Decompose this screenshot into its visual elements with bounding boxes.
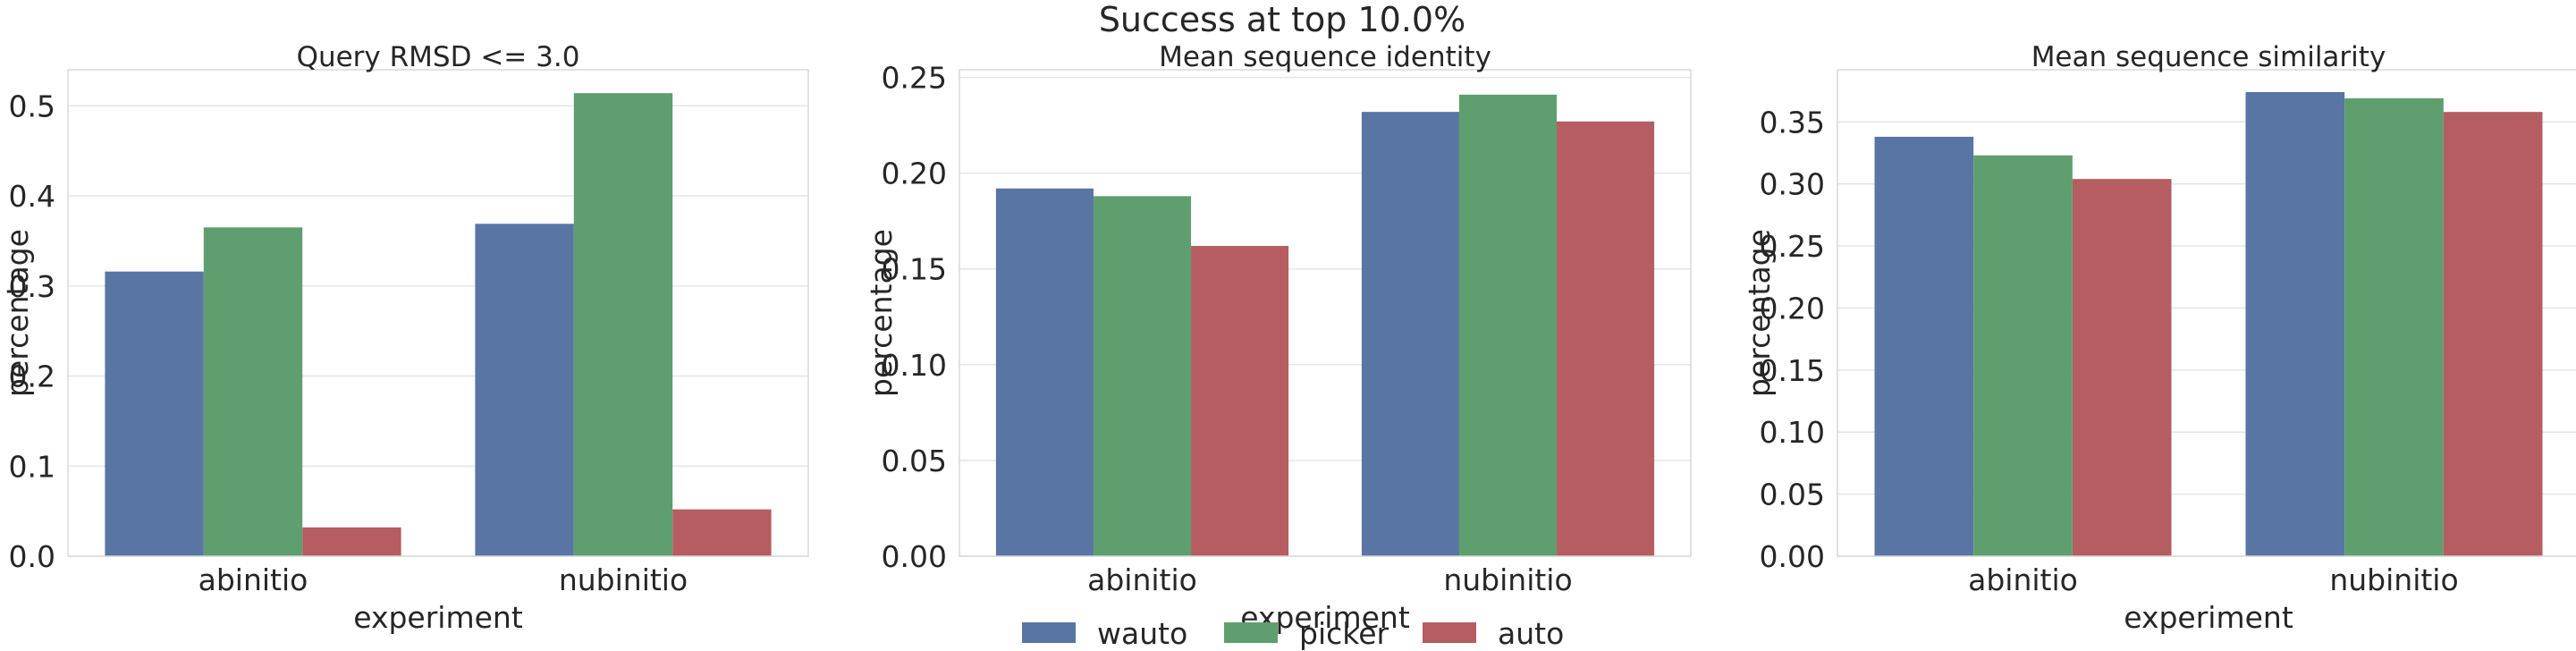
y-tick-label: 0.10 [1760,415,1825,450]
chart-panel-1: 0.0 0.1 0.2 0.3 0.4 0.5 abinitio nubinitio Query… [0,41,809,635]
y-tick-label: 0.10 [882,348,947,383]
y-tick-label: 0.3 [9,269,55,304]
chart-panel-2: 0.00 0.05 0.10 0.15 0.20 0.25 abinitio nubiniti… [864,41,1692,635]
legend-swatch [1224,622,1278,643]
y-tick-label: 0.20 [1760,291,1825,326]
bar-auto-abinitio [1191,246,1289,556]
legend-item-wauto: wauto [1022,616,1187,651]
bar-auto-abinitio [2072,179,2172,557]
y-tick-label: 0.0 [9,539,55,574]
y-tick-label: 0.25 [882,61,947,96]
y-axis-label: percentage [0,229,35,397]
chart-panels: 0.0 0.1 0.2 0.3 0.4 0.5 abinitio nubinitio Query… [0,41,2576,635]
bar-wauto-nubinitio [475,224,574,556]
plot-frame [1837,69,2576,557]
bar-auto-nubinitio [672,509,772,556]
y-tick-label: 0.00 [1760,539,1825,574]
chart-title: Query RMSD <= 3.0 [297,41,580,73]
x-tick-label: nubinitio [559,562,688,597]
legend-label: wauto [1097,616,1187,651]
y-tick-label: 0.00 [882,539,947,574]
legend-swatch [1022,622,1076,643]
bar-picker-abinitio [1093,196,1192,557]
bar-wauto-abinitio [1874,136,1974,556]
plot-frame [959,69,1692,557]
bar-picker-nubinitio [1458,94,1558,556]
x-tick-label: abinitio [1087,562,1197,597]
legend-swatch [1423,622,1476,643]
x-tick-label: abinitio [1968,562,2078,597]
y-tick-label: 0.5 [9,89,55,123]
bar-wauto-nubinitio [2245,91,2345,556]
chart-panel-3: 0.00 0.05 0.10 0.15 0.20 0.25 0.30 0.35 abinitio… [1742,41,2576,635]
x-tick-label: nubinitio [1443,562,1572,597]
x-axis-label: experiment [2124,600,2293,635]
y-tick-label: 0.2 [9,359,55,394]
plot-frame [67,69,809,557]
chart-title: Mean sequence similarity [2031,41,2386,73]
bar-wauto-abinitio [995,188,1094,556]
bar-picker-nubinitio [573,93,673,557]
x-axis-label: experiment [353,600,523,635]
y-tick-label: 0.1 [9,449,55,484]
y-axis-label: percentage [864,229,899,397]
legend-item-auto: auto [1423,616,1564,651]
bar-auto-abinitio [302,527,401,556]
y-tick-label: 0.15 [1760,353,1825,388]
y-tick-label: 0.4 [9,179,55,214]
y-tick-label: 0.30 [1760,167,1825,202]
legend-label: auto [1498,616,1564,651]
bar-picker-nubinitio [2344,97,2444,557]
bar-auto-nubinitio [2443,112,2543,557]
bar-wauto-abinitio [105,271,204,556]
y-tick-label: 0.15 [882,252,947,287]
chart-title: Mean sequence identity [1159,41,1491,73]
bar-picker-abinitio [1973,155,2073,556]
bar-auto-nubinitio [1557,121,1655,556]
y-tick-label: 0.05 [882,444,947,478]
legend: wauto picker auto [1022,616,1564,651]
bar-wauto-nubinitio [1361,112,1459,557]
y-tick-label: 0.35 [1760,105,1825,140]
x-tick-label: abinitio [198,562,308,597]
y-tick-label: 0.20 [882,156,947,191]
y-tick-label: 0.25 [1760,229,1825,264]
bar-picker-abinitio [203,227,303,556]
figure-suptitle: Success at top 10.0% [1099,0,1465,39]
legend-label: picker [1299,616,1389,651]
y-tick-label: 0.05 [1760,478,1825,512]
y-axis-label: percentage [1742,229,1777,397]
x-tick-label: nubinitio [2329,562,2458,597]
legend-item-picker: picker [1224,616,1389,651]
